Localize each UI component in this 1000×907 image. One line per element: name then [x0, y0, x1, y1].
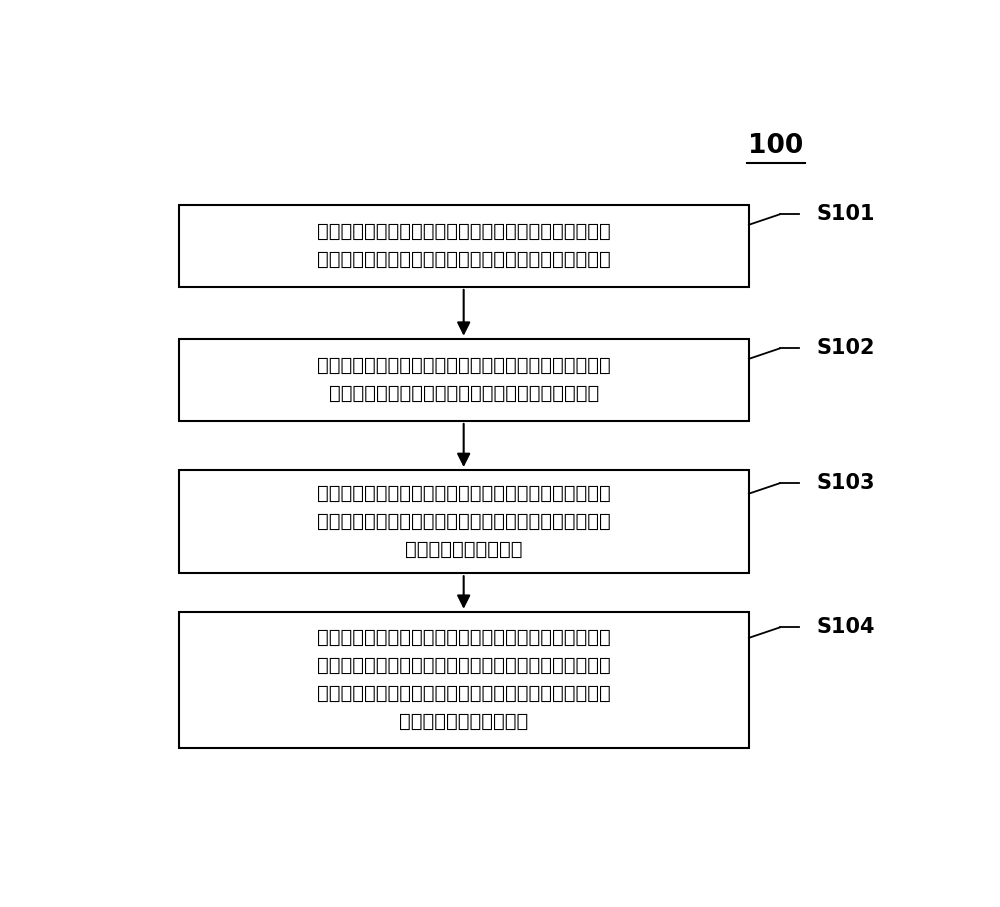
Bar	[179, 204, 749, 287]
Text: 采集金融交易流水涉及的原始业务数据，并按照数据采集
条件剔除原始业务数据的无效业务数据得到实际业务数据: 采集金融交易流水涉及的原始业务数据，并按照数据采集 条件剔除原始业务数据的无效业…	[317, 222, 611, 269]
Text: S103: S103	[816, 473, 875, 493]
Text: 基于实际业务数据和当前时间点，调用业务模板以配置实
际业务数据的业务处理条件和业务处理条件的优先级: 基于实际业务数据和当前时间点，调用业务模板以配置实 际业务数据的业务处理条件和业…	[317, 356, 611, 404]
Text: 根据成功匹配的业务参数之间的业务关系确定平衡条件，
并依据平衡条件和平衡条件的触发事件，检测成功匹配的
业务参数符合平衡条件，以按照成功匹配的业务参数和匹
配结: 根据成功匹配的业务参数之间的业务关系确定平衡条件， 并依据平衡条件和平衡条件的触…	[317, 629, 611, 731]
Bar	[179, 470, 749, 573]
Bar	[179, 611, 749, 748]
Text: 100: 100	[748, 133, 804, 160]
Text: S101: S101	[816, 204, 875, 224]
Bar	[179, 338, 749, 421]
Text: 按照业务处理条件的优先级，基于实际业务数据的业务处
理条件匹配实际业务数据，确定与实际业务数据成功匹配
的业务参数和匹配结果: 按照业务处理条件的优先级，基于实际业务数据的业务处 理条件匹配实际业务数据，确定…	[317, 484, 611, 559]
Text: S104: S104	[816, 618, 875, 638]
Text: S102: S102	[816, 338, 875, 358]
